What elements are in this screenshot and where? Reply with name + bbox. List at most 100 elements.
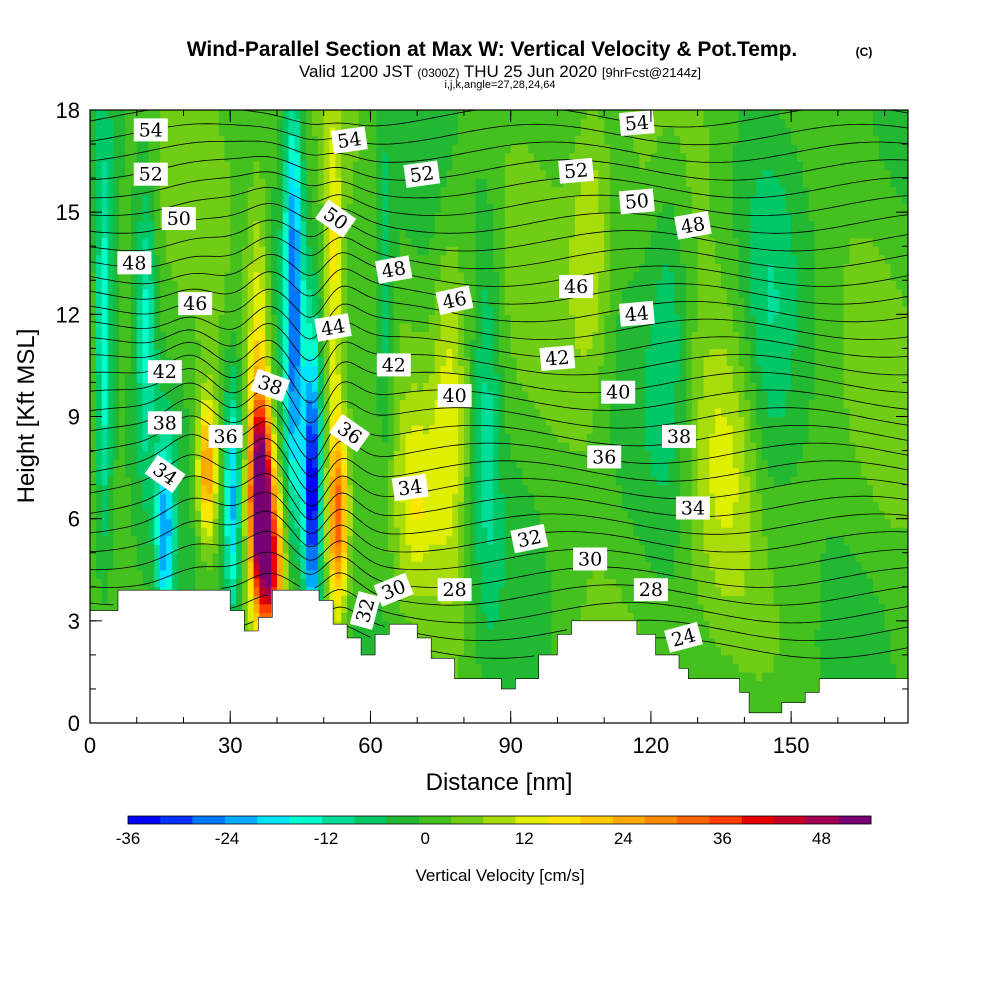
velocity-cell: [253, 612, 261, 622]
velocity-cell: [206, 365, 214, 375]
velocity-cell: [300, 288, 307, 298]
velocity-cell: [189, 169, 196, 179]
velocity-cell: [130, 110, 138, 120]
velocity-cell: [463, 467, 471, 477]
velocity-cell: [236, 407, 243, 418]
velocity-cell: [136, 467, 144, 477]
velocity-cell: [218, 569, 225, 579]
velocity-cell: [370, 467, 377, 477]
velocity-cell: [113, 390, 120, 401]
velocity-cell: [481, 331, 488, 341]
velocity-cell: [171, 382, 179, 392]
velocity-cell: [317, 442, 325, 452]
velocity-cell: [493, 637, 500, 647]
velocity-cell: [90, 127, 97, 137]
velocity-cell: [347, 169, 354, 179]
velocity-cell: [370, 305, 377, 315]
velocity-cell: [101, 135, 109, 145]
velocity-cell: [253, 595, 261, 605]
velocity-cell: [119, 314, 126, 324]
velocity-cell: [130, 237, 138, 247]
velocity-cell: [154, 212, 161, 222]
velocity-cell: [271, 331, 278, 341]
velocity-cell: [475, 271, 483, 281]
velocity-cell: [323, 535, 331, 545]
velocity-cell: [276, 297, 284, 307]
velocity-cell: [195, 127, 202, 137]
subtitle-forecast: [9hrFcst@2144z]: [602, 65, 701, 80]
velocity-cell: [276, 110, 284, 120]
velocity-cell: [323, 595, 331, 605]
velocity-cell: [282, 450, 290, 460]
velocity-cell: [224, 220, 231, 230]
velocity-cell: [241, 161, 249, 171]
velocity-cell: [487, 195, 494, 205]
velocity-cell: [125, 390, 132, 401]
velocity-cell: [212, 390, 220, 401]
velocity-cell: [247, 373, 255, 384]
velocity-cell: [113, 237, 120, 247]
velocity-cell: [446, 527, 453, 537]
velocity-cell: [335, 569, 342, 579]
velocity-cell: [265, 169, 272, 179]
velocity-cell: [469, 467, 477, 477]
velocity-cell: [364, 314, 372, 324]
velocity-cell: [440, 544, 448, 554]
velocity-cell: [446, 280, 453, 290]
velocity-cell: [230, 127, 237, 137]
velocity-cell: [323, 476, 331, 486]
velocity-cell: [90, 118, 97, 128]
velocity-cell: [271, 118, 278, 128]
velocity-cell: [481, 229, 488, 239]
velocity-cell: [312, 493, 319, 503]
velocity-cell: [101, 399, 109, 409]
velocity-cell: [364, 416, 372, 426]
velocity-cell: [317, 561, 325, 571]
velocity-cell: [90, 476, 97, 486]
velocity-cell: [95, 169, 103, 179]
velocity-cell: [347, 535, 354, 545]
velocity-cell: [189, 493, 196, 503]
velocity-cell: [125, 476, 132, 486]
velocity-cell: [171, 552, 179, 562]
velocity-cell: [224, 331, 231, 341]
velocity-cell: [189, 501, 196, 511]
velocity-cell: [370, 331, 377, 341]
velocity-cell: [218, 527, 225, 537]
velocity-cell: [458, 348, 465, 358]
velocity-cell: [253, 110, 261, 120]
velocity-cell: [90, 399, 97, 409]
velocity-cell: [387, 169, 395, 179]
velocity-cell: [387, 603, 395, 613]
velocity-cell: [329, 399, 336, 409]
velocity-cell: [183, 493, 190, 503]
velocity-cell: [294, 331, 301, 341]
velocity-cell: [481, 314, 488, 324]
velocity-cell: [341, 356, 348, 367]
velocity-cell: [271, 280, 278, 290]
velocity-cell: [125, 382, 132, 392]
velocity-cell: [370, 229, 377, 239]
velocity-cell: [347, 578, 354, 588]
velocity-cell: [352, 390, 360, 401]
velocity-cell: [154, 518, 161, 528]
velocity-cell: [218, 246, 225, 256]
velocity-cell: [119, 356, 126, 367]
velocity-cell: [452, 654, 459, 664]
velocity-cell: [160, 280, 167, 290]
velocity-cell: [130, 356, 138, 367]
velocity-cell: [218, 535, 225, 545]
velocity-cell: [253, 501, 261, 511]
velocity-cell: [329, 110, 336, 120]
velocity-cell: [206, 203, 214, 213]
velocity-cell: [160, 314, 167, 324]
velocity-cell: [312, 578, 319, 588]
velocity-cell: [452, 178, 459, 188]
velocity-cell: [300, 305, 307, 315]
velocity-cell: [312, 407, 319, 418]
velocity-cell: [113, 280, 120, 290]
velocity-cell: [271, 288, 278, 298]
velocity-cell: [446, 365, 453, 375]
velocity-cell: [282, 399, 290, 409]
velocity-cell: [487, 110, 494, 120]
